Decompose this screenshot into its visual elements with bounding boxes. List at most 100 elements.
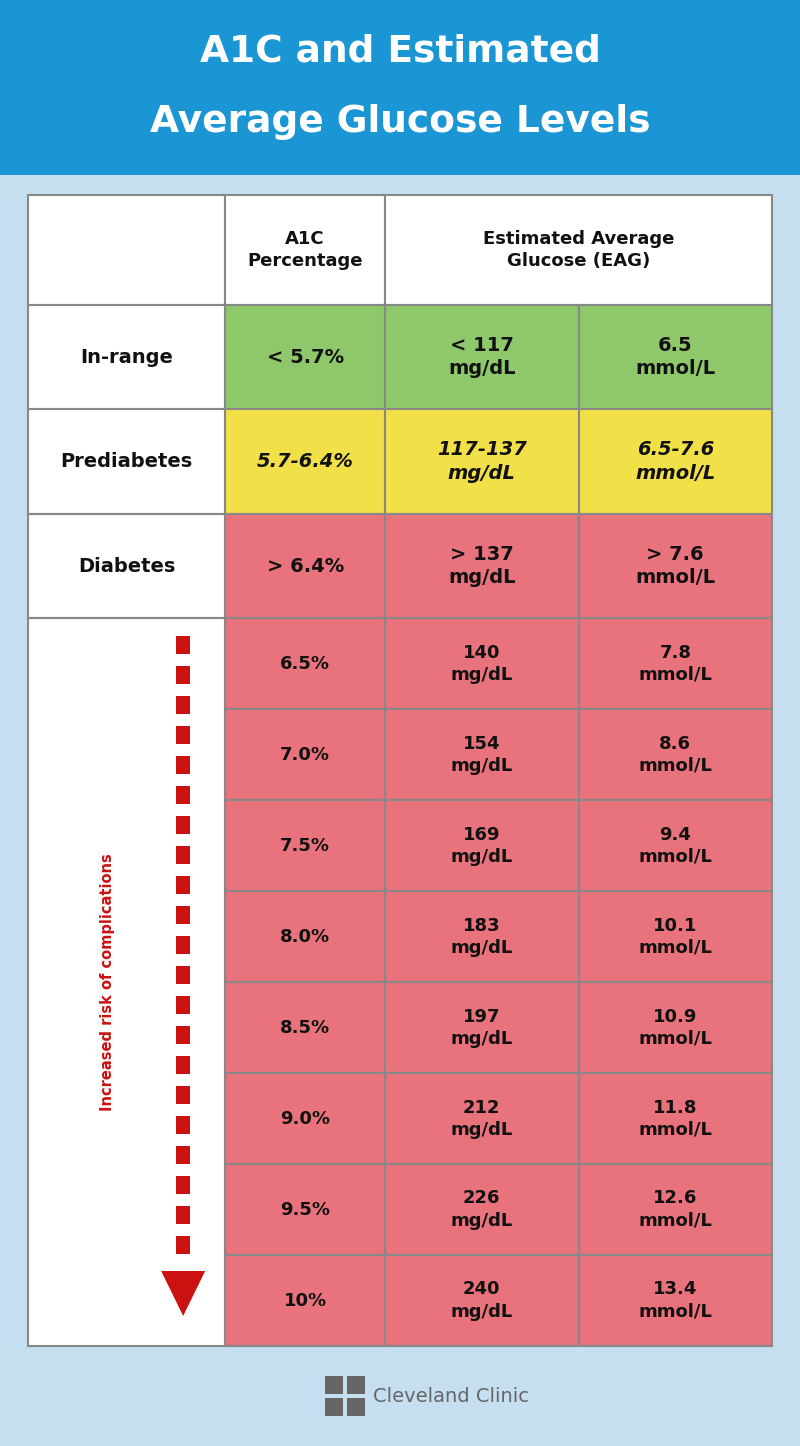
Text: 117-137
mg/dL: 117-137 mg/dL [437, 441, 526, 483]
Bar [225, 800, 385, 891]
Text: In-range: In-range [80, 347, 173, 366]
Text: 154
mg/dL: 154 mg/dL [450, 735, 513, 775]
Text: 10%: 10% [283, 1291, 326, 1310]
Text: 140
mg/dL: 140 mg/dL [450, 643, 513, 684]
Bar [578, 513, 772, 619]
Bar [176, 787, 190, 804]
Text: > 6.4%: > 6.4% [266, 557, 344, 576]
Text: 169
mg/dL: 169 mg/dL [450, 826, 513, 866]
Text: 10.9
mmol/L: 10.9 mmol/L [638, 1008, 712, 1048]
Bar [176, 1177, 190, 1194]
Bar [176, 907, 190, 924]
Bar [176, 876, 190, 895]
Text: 8.0%: 8.0% [280, 928, 330, 946]
Text: 226
mg/dL: 226 mg/dL [450, 1190, 513, 1229]
Bar [28, 513, 225, 619]
Bar [325, 1377, 343, 1394]
Bar [578, 1164, 772, 1255]
Bar [176, 1116, 190, 1135]
Bar [385, 710, 578, 800]
Text: 7.0%: 7.0% [280, 746, 330, 763]
Bar [176, 937, 190, 954]
Text: < 117
mg/dL: < 117 mg/dL [448, 335, 515, 379]
Bar [578, 409, 772, 513]
Bar [578, 305, 772, 409]
Bar [176, 996, 190, 1015]
Text: > 7.6
mmol/L: > 7.6 mmol/L [635, 545, 715, 587]
Text: 13.4
mmol/L: 13.4 mmol/L [638, 1280, 712, 1320]
Bar [176, 636, 190, 655]
Bar [28, 305, 225, 409]
Bar [347, 1377, 365, 1394]
Bar [176, 1147, 190, 1164]
Bar [225, 1164, 385, 1255]
Bar [176, 966, 190, 985]
Bar [176, 817, 190, 834]
Text: Estimated Average
Glucose (EAG): Estimated Average Glucose (EAG) [483, 230, 674, 270]
Bar [28, 619, 225, 1346]
Bar [385, 305, 578, 409]
Text: Prediabetes: Prediabetes [61, 453, 193, 471]
Text: 7.8
mmol/L: 7.8 mmol/L [638, 643, 712, 684]
Text: 9.4
mmol/L: 9.4 mmol/L [638, 826, 712, 866]
Bar [385, 619, 578, 710]
Bar [578, 1073, 772, 1164]
Text: > 137
mg/dL: > 137 mg/dL [448, 545, 515, 587]
Bar [225, 1255, 385, 1346]
Bar [385, 1164, 578, 1255]
Text: 6.5
mmol/L: 6.5 mmol/L [635, 335, 715, 379]
Bar [225, 1073, 385, 1164]
Text: 10.1
mmol/L: 10.1 mmol/L [638, 917, 712, 957]
Bar [578, 891, 772, 982]
Bar [28, 409, 225, 513]
Bar [578, 1255, 772, 1346]
Bar [385, 1255, 578, 1346]
Text: 212
mg/dL: 212 mg/dL [450, 1099, 513, 1138]
Text: 9.0%: 9.0% [280, 1109, 330, 1128]
Text: 8.5%: 8.5% [280, 1018, 330, 1037]
Bar [0, 0, 800, 175]
Bar [225, 305, 385, 409]
Bar [385, 982, 578, 1073]
Bar [325, 1398, 343, 1416]
Bar [385, 195, 772, 305]
Text: 9.5%: 9.5% [280, 1200, 330, 1219]
Text: A1C and Estimated: A1C and Estimated [199, 35, 601, 69]
Text: Diabetes: Diabetes [78, 557, 175, 576]
Bar [176, 697, 190, 714]
Text: 8.6
mmol/L: 8.6 mmol/L [638, 735, 712, 775]
Text: 11.8
mmol/L: 11.8 mmol/L [638, 1099, 712, 1138]
Text: 6.5-7.6
mmol/L: 6.5-7.6 mmol/L [635, 441, 715, 483]
Text: < 5.7%: < 5.7% [266, 347, 344, 366]
Polygon shape [161, 1271, 205, 1316]
Bar [578, 619, 772, 710]
Text: Cleveland Clinic: Cleveland Clinic [373, 1388, 529, 1407]
Bar [225, 619, 385, 710]
Text: Average Glucose Levels: Average Glucose Levels [150, 104, 650, 140]
Text: A1C
Percentage: A1C Percentage [247, 230, 363, 270]
Bar [225, 710, 385, 800]
Bar [176, 1086, 190, 1105]
Bar [385, 409, 578, 513]
Bar [385, 891, 578, 982]
Bar [176, 1236, 190, 1254]
Text: 197
mg/dL: 197 mg/dL [450, 1008, 513, 1048]
Bar [578, 800, 772, 891]
Bar [225, 409, 385, 513]
Bar [385, 800, 578, 891]
Bar [225, 513, 385, 619]
Bar [176, 756, 190, 775]
Text: 12.6
mmol/L: 12.6 mmol/L [638, 1190, 712, 1229]
Text: 5.7-6.4%: 5.7-6.4% [257, 453, 354, 471]
Text: 6.5%: 6.5% [280, 655, 330, 672]
Bar [578, 710, 772, 800]
Bar [225, 891, 385, 982]
Bar [385, 1073, 578, 1164]
Bar [176, 1057, 190, 1074]
Bar [176, 1027, 190, 1044]
Bar [176, 1206, 190, 1225]
Bar [176, 846, 190, 865]
Bar [385, 513, 578, 619]
Bar [176, 726, 190, 745]
Bar [225, 195, 385, 305]
